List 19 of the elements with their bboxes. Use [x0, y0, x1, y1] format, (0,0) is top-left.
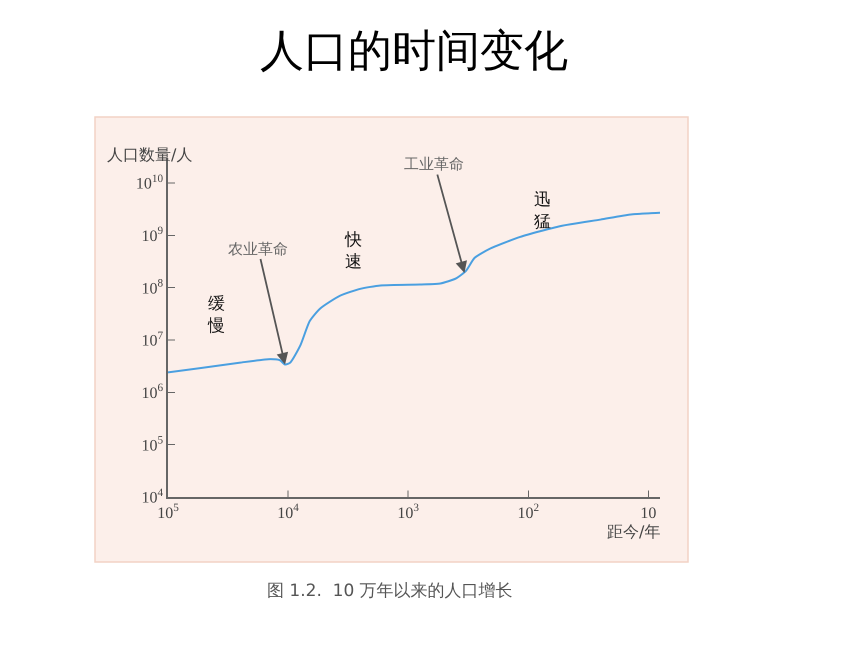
y-tick-label: 10$^{8}$ — [141, 278, 164, 298]
annotation: 农业革命 — [228, 240, 288, 258]
x-tick-label: 10 — [640, 504, 656, 522]
x-tick-label: 10$^{4}$ — [277, 502, 300, 522]
x-tick-label: 10$^{2}$ — [517, 502, 540, 522]
annotation: 迅猛 — [534, 190, 551, 232]
y-tick-label: 10$^{9}$ — [141, 225, 164, 245]
annotation: 工业革命 — [404, 155, 464, 173]
y-tick-label: 10$^{6}$ — [141, 382, 164, 402]
annotation: 缓慢 — [207, 294, 225, 336]
caption: 图 1.2. 10 万年以来的人口增长 — [267, 581, 513, 601]
annotation: 快速 — [344, 230, 362, 272]
y-axis-title: 人口数量/人 — [107, 145, 192, 164]
x-tick-label: 10$^{3}$ — [397, 502, 420, 522]
y-tick-label: 10$^{5}$ — [141, 434, 164, 454]
y-tick-label: 10$^{10}$ — [136, 172, 164, 193]
chart-title: 人口的时间变化 — [260, 25, 568, 76]
x-axis-title: 距今/年 — [607, 522, 660, 541]
y-tick-label: 10$^{7}$ — [141, 330, 164, 350]
